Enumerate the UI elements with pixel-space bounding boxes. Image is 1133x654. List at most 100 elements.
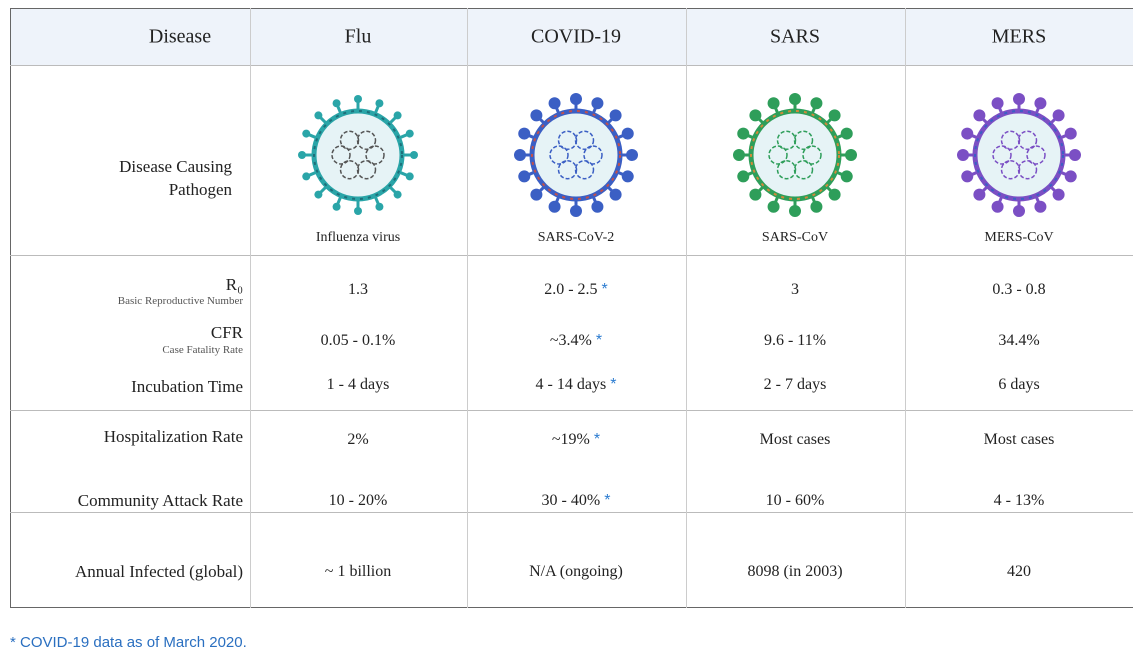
virus-part — [961, 128, 973, 140]
cell-text: 30 - 40% — [542, 492, 601, 509]
header-cell: COVID-19 — [531, 26, 621, 49]
pathogen-name: SARS-CoV-2 — [538, 230, 615, 246]
virus-part — [737, 170, 749, 182]
cell-value: 2.0 - 2.5* — [544, 281, 608, 299]
row-label: Community Attack Rate — [78, 491, 243, 511]
note-marker: * — [604, 492, 610, 509]
header-cell: Disease — [149, 26, 211, 49]
cell-text: Most cases — [984, 431, 1055, 448]
virus-part — [829, 109, 841, 121]
cell-value: 1 - 4 days — [327, 376, 390, 394]
row-label: Incubation Time — [131, 377, 243, 397]
virus-part — [957, 149, 969, 161]
cell-value: 4 - 13% — [994, 492, 1045, 510]
row-divider — [10, 410, 1133, 411]
cell-text: N/A (ongoing) — [529, 563, 623, 580]
row-divider — [10, 512, 1133, 513]
virus-part — [298, 151, 306, 159]
cell-text: 10 - 60% — [766, 492, 825, 509]
virus-part — [749, 109, 761, 121]
virus-part — [737, 128, 749, 140]
virus-icon — [730, 90, 860, 220]
virus-part — [375, 99, 383, 107]
note-marker: * — [596, 332, 602, 349]
virus-part — [810, 97, 822, 109]
virus-part — [302, 172, 310, 180]
virus-part — [394, 111, 402, 119]
cell-value: 4 - 14 days* — [536, 376, 617, 394]
virus-part — [829, 189, 841, 201]
cell-text: 3 — [791, 281, 799, 298]
virus-part — [1065, 128, 1077, 140]
virus-icon — [954, 90, 1084, 220]
virus-part — [845, 149, 857, 161]
virus-part — [549, 201, 561, 213]
virus-part — [302, 130, 310, 138]
virus-part — [354, 207, 362, 215]
row-label: Annual Infected (global) — [75, 562, 243, 582]
virus-part — [518, 128, 530, 140]
virus-part — [768, 97, 780, 109]
virus-part — [570, 205, 582, 217]
cell-text: 420 — [1007, 563, 1031, 580]
virus-part — [810, 201, 822, 213]
cell-text: 6 days — [998, 376, 1039, 393]
pathogen-name: Influenza virus — [316, 230, 400, 246]
cell-text: 9.6 - 11% — [764, 332, 826, 349]
column-divider — [686, 8, 687, 608]
virus-part — [841, 170, 853, 182]
virus-part — [1053, 109, 1065, 121]
virus-part — [1069, 149, 1081, 161]
cell-text: 2.0 - 2.5 — [544, 281, 597, 298]
virus-part — [610, 109, 622, 121]
header-cell: SARS — [770, 26, 820, 49]
virus-part — [530, 189, 542, 201]
row-label: R₀ — [226, 275, 243, 295]
cell-text: ~3.4% — [550, 332, 592, 349]
virus-part — [314, 111, 322, 119]
virus-part — [622, 170, 634, 182]
virus-part — [333, 99, 341, 107]
virus-part — [314, 191, 322, 199]
virus-part — [354, 95, 362, 103]
cell-text: ~19% — [552, 431, 590, 448]
virus-part — [622, 128, 634, 140]
row-label: Hospitalization Rate — [104, 427, 243, 447]
virus-part — [530, 109, 542, 121]
virus-part — [549, 97, 561, 109]
cell-text: 2 - 7 days — [764, 376, 827, 393]
cell-value: N/A (ongoing) — [529, 563, 623, 581]
cell-text: ~ 1 billion — [325, 563, 391, 580]
virus-icon — [293, 90, 423, 220]
row-divider — [10, 65, 1133, 66]
footnote: * COVID-19 data as of March 2020. — [10, 634, 247, 651]
cell-value: 420 — [1007, 563, 1031, 581]
column-divider — [250, 8, 251, 608]
row-sublabel: Basic Reproductive Number — [118, 295, 243, 307]
virus-part — [1013, 205, 1025, 217]
virus-part — [961, 170, 973, 182]
cell-text: 1 - 4 days — [327, 376, 390, 393]
column-divider — [467, 8, 468, 608]
note-marker: * — [610, 376, 616, 393]
virus-part — [973, 189, 985, 201]
virus-part — [406, 172, 414, 180]
cell-value: 10 - 20% — [329, 492, 388, 510]
virus-part — [841, 128, 853, 140]
row-sublabel: Case Fatality Rate — [162, 344, 243, 356]
cell-text: 8098 (in 2003) — [747, 563, 842, 580]
cell-value: ~3.4%* — [550, 332, 602, 350]
virus-part — [1034, 201, 1046, 213]
cell-value: 6 days — [998, 376, 1039, 394]
virus-part — [992, 201, 1004, 213]
row-divider — [10, 255, 1133, 256]
cell-text: 1.3 — [348, 281, 368, 298]
header-cell: Flu — [345, 26, 372, 49]
virus-part — [1034, 97, 1046, 109]
virus-part — [394, 191, 402, 199]
cell-value: 30 - 40%* — [542, 492, 611, 510]
cell-value: Most cases — [984, 431, 1055, 449]
virus-part — [1013, 93, 1025, 105]
cell-text: 2% — [347, 431, 368, 448]
virus-part — [375, 203, 383, 211]
